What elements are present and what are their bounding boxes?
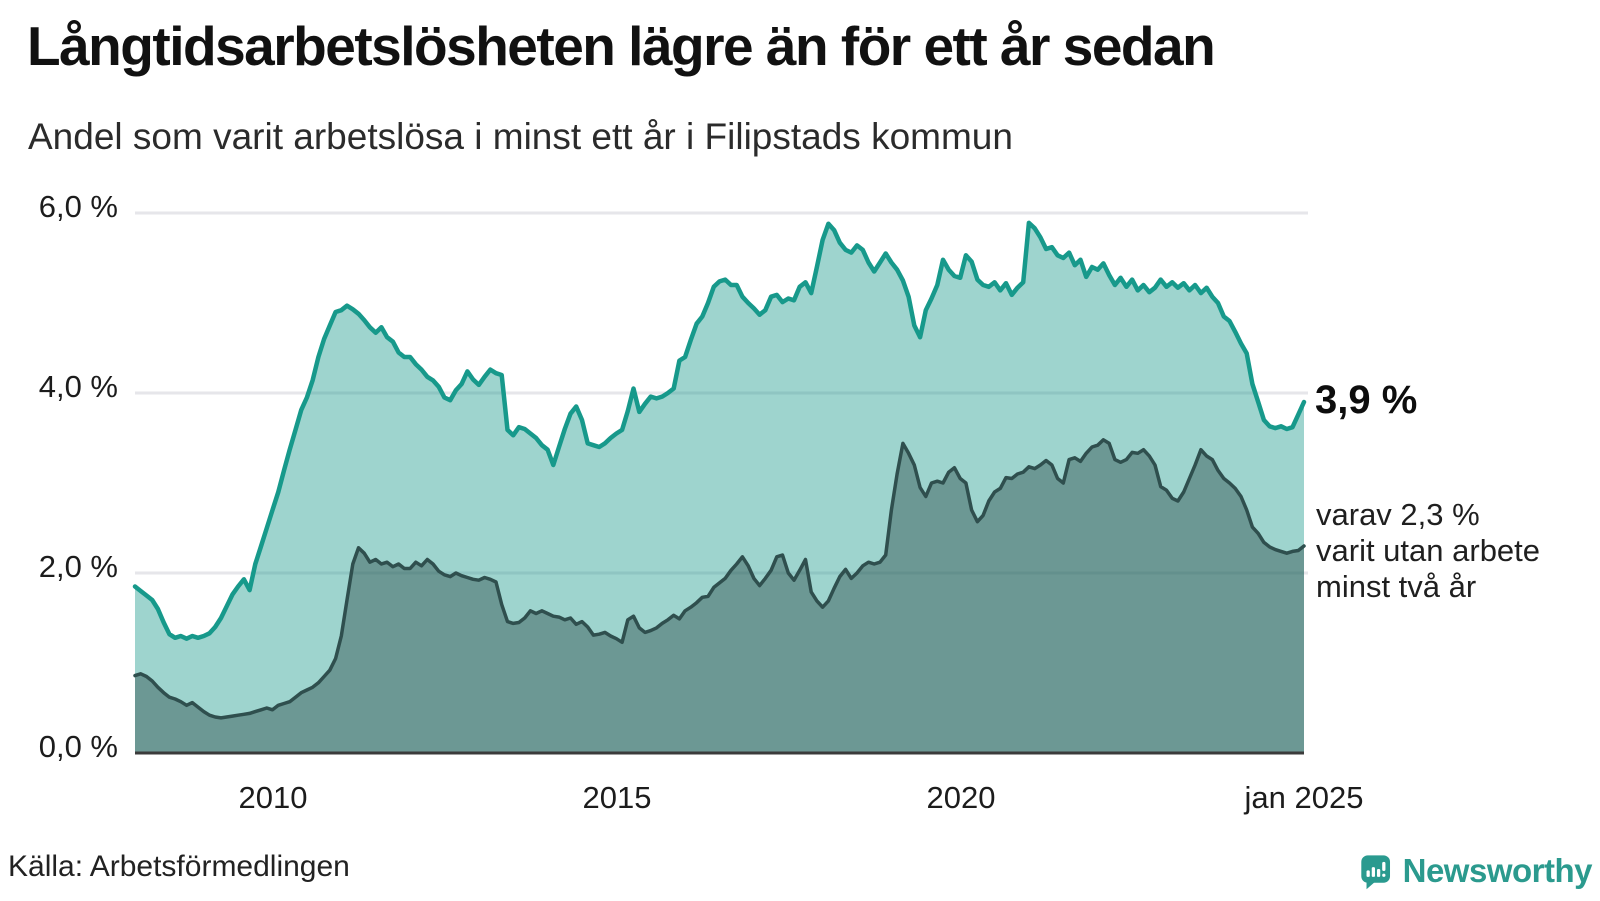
newsworthy-logo-text: Newsworthy <box>1402 852 1593 889</box>
gridlines <box>135 211 1308 575</box>
x-tick-label-2015: 2015 <box>582 780 652 815</box>
x-tick-label-jan-2025: jan 2025 <box>1244 780 1364 815</box>
newsworthy-logo: Newsworthy <box>1360 846 1593 896</box>
area-fill-minst-ett-ar <box>135 222 1304 753</box>
chart-subtitle: Andel som varit arbetslösa i minst ett å… <box>28 116 1013 157</box>
secondary-label-line-2: varit utan arbete <box>1316 533 1541 568</box>
secondary-label-line-1: varav 2,3 % <box>1316 497 1480 532</box>
x-tick-label-2020: 2020 <box>926 780 996 815</box>
x-tick-label-2010: 2010 <box>238 780 308 815</box>
newsworthy-logo-icon <box>1361 855 1391 890</box>
end-value-label: 3,9 % <box>1315 378 1418 422</box>
y-tick-label-6: 6,0 % <box>38 189 118 224</box>
y-tick-label-0: 0,0 % <box>38 729 118 764</box>
secondary-value-label: varav 2,3 % varit utan arbete minst två … <box>1316 497 1540 605</box>
y-tick-label-2: 2,0 % <box>38 549 118 584</box>
line-minst-tva-ar <box>133 438 1306 720</box>
secondary-label-line-3: minst två år <box>1316 569 1477 604</box>
source-note: Källa: Arbetsförmedlingen <box>8 850 350 883</box>
line-minst-ett-ar <box>132 220 1307 641</box>
chart-title: Långtidsarbetslösheten lägre än för ett … <box>27 15 1216 77</box>
area-fill-minst-tva-ar <box>135 439 1304 753</box>
y-tick-label-4: 4,0 % <box>38 369 118 404</box>
